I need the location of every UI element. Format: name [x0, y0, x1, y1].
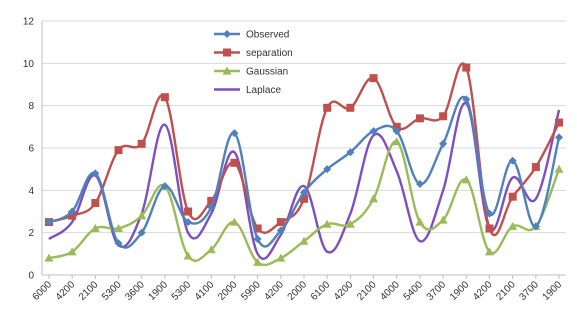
legend-item-observed: Observed	[214, 30, 289, 41]
legend-item-laplace: Laplace	[214, 85, 281, 96]
data-point-gaussian	[206, 245, 216, 254]
y-tick-label: 6	[28, 144, 34, 155]
data-point-gaussian	[137, 211, 147, 220]
legend-item-gaussian: Gaussian	[214, 66, 288, 78]
data-point-observed	[439, 139, 448, 148]
data-point-separation	[230, 158, 239, 167]
data-point-separation	[300, 194, 308, 203]
data-point-separation	[346, 103, 355, 112]
data-point-gaussian	[484, 247, 494, 256]
data-point-observed	[392, 127, 401, 136]
data-point-separation	[207, 196, 216, 205]
data-point-observed	[485, 209, 494, 218]
series-separation	[44, 62, 564, 237]
y-tick-label: 2	[28, 228, 34, 239]
data-point-gaussian	[415, 217, 425, 226]
legend-label-laplace: Laplace	[246, 85, 281, 96]
data-point-observed	[276, 226, 285, 235]
data-point-separation	[439, 112, 448, 121]
series-gaussian	[44, 137, 564, 267]
data-point-observed	[91, 169, 100, 178]
data-point-separation	[323, 103, 332, 112]
data-point-separation	[369, 74, 378, 83]
y-tick-labels: 0 2 4 6 8 10 12	[23, 17, 35, 282]
data-point-gaussian	[276, 253, 286, 262]
data-point-separation	[114, 146, 123, 155]
legend-label-observed: Observed	[246, 30, 289, 41]
data-point-separation	[415, 114, 424, 123]
data-point-separation	[462, 63, 471, 72]
data-point-gaussian	[114, 223, 124, 233]
data-point-observed	[323, 165, 332, 174]
series-layer	[44, 62, 564, 267]
legend-label-separation: separation	[246, 48, 293, 59]
data-point-observed	[253, 235, 262, 244]
data-point-gaussian	[438, 215, 448, 224]
data-point-observed	[137, 228, 146, 237]
data-point-observed	[68, 207, 77, 216]
data-point-separation	[160, 93, 169, 102]
data-point-observed	[415, 179, 424, 188]
data-point-gaussian	[183, 251, 193, 260]
data-point-observed	[346, 148, 355, 157]
data-point-separation	[531, 163, 540, 172]
y-tick-label: 8	[28, 101, 34, 112]
y-tick-label: 4	[28, 186, 34, 197]
data-point-separation	[508, 192, 517, 201]
data-point-separation	[91, 199, 100, 208]
legend-item-separation: separation	[214, 48, 293, 59]
data-point-gaussian	[322, 219, 332, 228]
data-point-gaussian	[345, 219, 355, 228]
data-point-observed	[300, 188, 308, 197]
data-point-gaussian	[508, 221, 518, 230]
data-point-observed	[184, 218, 193, 227]
data-point-observed	[508, 156, 517, 165]
legend-marker-gaussian	[222, 66, 232, 75]
legend-marker-observed	[223, 30, 231, 38]
legend-marker-separation	[223, 48, 231, 57]
data-point-observed	[230, 129, 239, 138]
data-point-separation	[276, 218, 285, 227]
data-point-separation	[137, 139, 146, 148]
data-point-gaussian	[554, 164, 564, 173]
y-tick-label: 0	[28, 271, 34, 282]
data-point-separation	[184, 207, 193, 216]
data-point-gaussian	[229, 217, 239, 226]
data-point-separation	[68, 211, 77, 220]
data-point-gaussian	[90, 223, 100, 233]
data-point-gaussian	[299, 236, 309, 245]
series-line-observed	[48, 95, 561, 249]
data-point-observed	[462, 95, 471, 104]
series-observed	[44, 95, 564, 249]
data-point-observed	[555, 133, 564, 142]
data-point-gaussian	[392, 137, 402, 146]
y-tick-label: 12	[23, 17, 35, 28]
data-point-gaussian	[67, 247, 77, 256]
data-point-observed	[369, 127, 378, 136]
data-point-observed	[114, 239, 123, 248]
data-point-separation	[253, 224, 262, 233]
legend: Observed separation Gaussian Laplace	[214, 30, 293, 96]
data-point-separation	[485, 224, 494, 233]
data-point-observed	[160, 182, 169, 191]
data-point-gaussian	[461, 175, 471, 184]
data-point-gaussian	[44, 253, 54, 262]
data-point-gaussian	[253, 257, 263, 266]
data-point-observed	[207, 203, 216, 212]
data-point-observed	[531, 222, 540, 231]
data-point-separation	[392, 122, 401, 131]
legend-label-gaussian: Gaussian	[246, 67, 288, 78]
y-tick-label: 10	[23, 59, 35, 70]
data-point-gaussian	[369, 194, 379, 203]
data-point-observed	[44, 218, 53, 227]
data-point-separation	[555, 118, 564, 127]
